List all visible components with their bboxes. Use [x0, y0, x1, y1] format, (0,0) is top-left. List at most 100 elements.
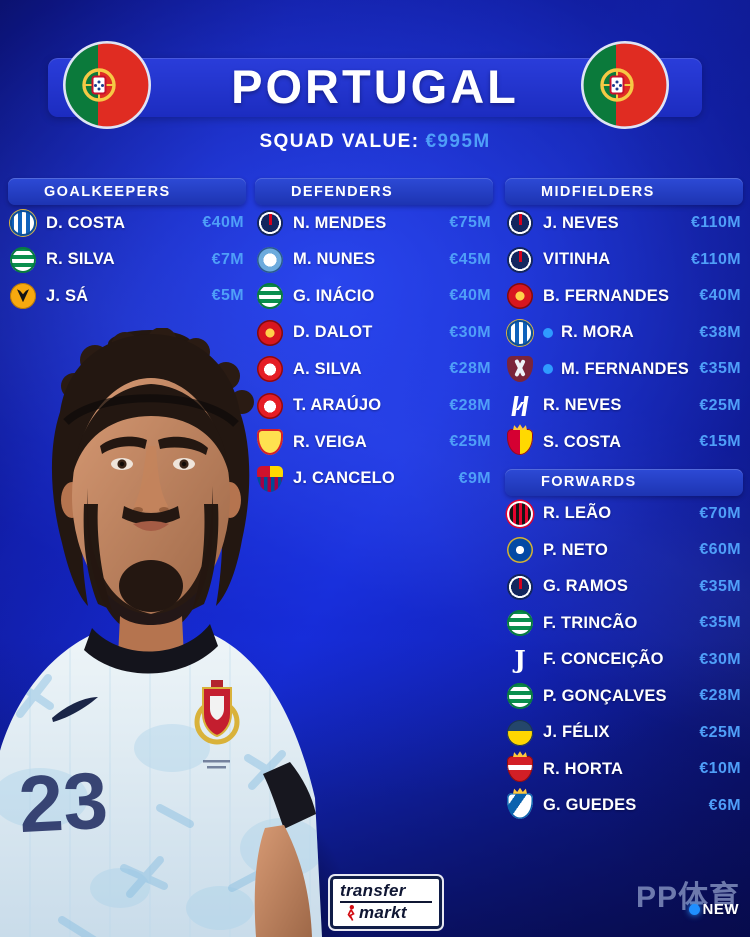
- player-value: €5M: [211, 287, 244, 305]
- transfermarkt-logo-word2: markt: [359, 903, 407, 922]
- player-row: J. NEVES €110M: [505, 205, 743, 242]
- player-name: R. MORA: [561, 323, 634, 342]
- player-photo: 23: [0, 328, 322, 937]
- player-name: J. NEVES: [543, 213, 619, 232]
- portugal-flag-icon: [580, 40, 670, 130]
- watermark-new-label: NEW: [702, 901, 739, 918]
- player-row: R. NEVES €25M: [504, 388, 743, 425]
- sporting-badge-icon: [507, 610, 533, 637]
- player-row: J. FÉLIX €25M: [505, 715, 743, 752]
- sporting-badge-icon: [507, 683, 533, 710]
- column-goalkeepers: GOALKEEPERS D. COSTA €40M R. SILVA €7M J…: [8, 178, 246, 315]
- al-nassr-badge-icon: [507, 719, 533, 746]
- player-value: €35M: [699, 577, 741, 595]
- player-name: R. VEIGA: [293, 432, 368, 451]
- psg-badge-icon: [507, 210, 533, 237]
- player-row: R. LEÃO €70M: [505, 496, 743, 533]
- player-name: J. SÁ: [46, 286, 89, 305]
- player-value: €110M: [690, 214, 741, 232]
- portugal-crest: [194, 680, 240, 769]
- porto-badge-icon: [10, 210, 36, 237]
- benfica-badge-icon: [257, 356, 283, 383]
- new-callup-dot-icon: [543, 364, 553, 375]
- player-row: T. ARAÚJO €28M: [255, 388, 493, 425]
- player-name: R. NEVES: [543, 396, 622, 415]
- player-name: B. FERNANDES: [543, 286, 670, 305]
- real-sociedad-badge-icon: [507, 792, 533, 819]
- mallorca-badge-icon: [507, 429, 533, 456]
- player-value: €38M: [699, 323, 741, 341]
- player-value: €7M: [211, 250, 244, 268]
- chelsea-badge-icon: [507, 537, 533, 564]
- player-value: €30M: [699, 650, 741, 668]
- section-header-forwards: FORWARDS: [505, 468, 743, 496]
- player-row: R. SILVA €7M: [8, 242, 246, 279]
- player-value: €28M: [449, 360, 491, 378]
- player-row: G. RAMOS €35M: [505, 569, 743, 606]
- transfermarkt-logo: transfer markt: [330, 876, 442, 929]
- al-hilal-badge-icon: [504, 392, 536, 419]
- player-value: €40M: [202, 214, 244, 232]
- player-name: A. SILVA: [293, 359, 362, 378]
- squad-value-label: SQUAD VALUE:: [259, 131, 420, 152]
- player-value: €10M: [699, 760, 741, 778]
- player-value: €60M: [699, 541, 741, 559]
- player-name: P. GONÇALVES: [543, 686, 667, 705]
- player-value: €6M: [708, 796, 741, 814]
- section-label: GOALKEEPERS: [44, 183, 171, 200]
- player-value: €110M: [690, 250, 741, 268]
- player-value: €70M: [699, 504, 741, 522]
- player-row: R. VEIGA €25M: [255, 424, 493, 461]
- player-name: S. COSTA: [543, 432, 622, 451]
- juventus-badge-icon: [507, 647, 533, 673]
- player-name: D. DALOT: [293, 323, 373, 342]
- wolves-badge-icon: [10, 283, 36, 310]
- player-row: M. FERNANDES €35M: [505, 351, 743, 388]
- player-row: F. CONCEIÇÃO €30M: [505, 642, 743, 679]
- benfica-badge-icon: [257, 392, 283, 419]
- player-row: A. SILVA €28M: [255, 351, 493, 388]
- man-united-badge-icon: [257, 319, 283, 346]
- jersey-number: 23: [16, 756, 110, 850]
- player-value: €25M: [449, 433, 491, 451]
- psg-badge-icon: [257, 210, 283, 237]
- player-value: €9M: [458, 469, 491, 487]
- transfermarkt-logo-line2: markt: [340, 903, 432, 922]
- player-row: J. CANCELO €9M: [255, 461, 493, 498]
- player-name: M. FERNANDES: [561, 359, 689, 378]
- player-name: G. INÁCIO: [293, 286, 375, 305]
- transfermarkt-mascot-icon: [347, 904, 355, 921]
- player-name: J. FÉLIX: [543, 723, 610, 742]
- player-row: G. INÁCIO €40M: [255, 278, 493, 315]
- column-midfielders-forwards: MIDFIELDERS J. NEVES €110M VITINHA €110M…: [504, 178, 743, 824]
- player-row: D. COSTA €40M: [8, 205, 246, 242]
- porto-badge-icon: [507, 319, 533, 346]
- man-city-badge-icon: [257, 246, 283, 273]
- barcelona-badge-icon: [257, 465, 283, 492]
- player-name: F. TRINCÃO: [543, 613, 638, 632]
- player-value: €28M: [449, 396, 491, 414]
- section-label: MIDFIELDERS: [541, 183, 655, 200]
- player-value: €25M: [699, 396, 741, 414]
- braga-badge-icon: [507, 756, 533, 783]
- player-value: €28M: [699, 687, 741, 705]
- player-row: R. MORA €38M: [505, 315, 743, 352]
- player-value: €40M: [449, 287, 491, 305]
- player-row: B. FERNANDES €40M: [505, 278, 743, 315]
- player-row: P. NETO €60M: [505, 532, 743, 569]
- sporting-badge-icon: [10, 246, 36, 273]
- section-label: FORWARDS: [541, 474, 637, 490]
- section-header-midfielders: MIDFIELDERS: [505, 178, 743, 205]
- player-row: R. HORTA €10M: [505, 751, 743, 788]
- player-name: P. NETO: [543, 540, 608, 559]
- section-header-goalkeepers: GOALKEEPERS: [8, 178, 246, 205]
- player-name: R. HORTA: [543, 759, 624, 778]
- player-value: €25M: [699, 723, 741, 741]
- villarreal-badge-icon: [257, 429, 283, 456]
- player-row: J. SÁ €5M: [8, 278, 246, 315]
- player-name: R. LEÃO: [543, 504, 612, 523]
- watermark-new-row: NEW: [636, 901, 740, 918]
- player-name: N. MENDES: [293, 213, 387, 232]
- player-name: VITINHA: [543, 250, 611, 269]
